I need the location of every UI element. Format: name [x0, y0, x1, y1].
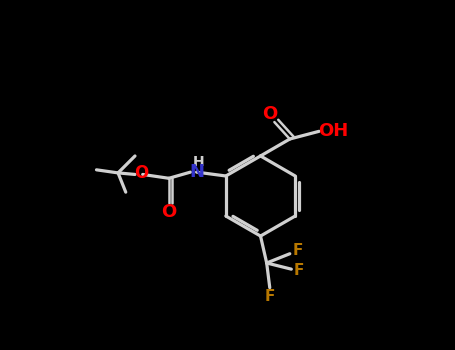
Text: F: F [292, 243, 303, 258]
Text: O: O [262, 105, 278, 124]
Text: O: O [134, 164, 148, 182]
Text: OH: OH [318, 122, 348, 140]
Text: O: O [161, 203, 177, 221]
Text: N: N [189, 163, 204, 181]
Text: F: F [294, 263, 304, 278]
Text: H: H [193, 155, 205, 169]
Text: F: F [264, 289, 275, 304]
